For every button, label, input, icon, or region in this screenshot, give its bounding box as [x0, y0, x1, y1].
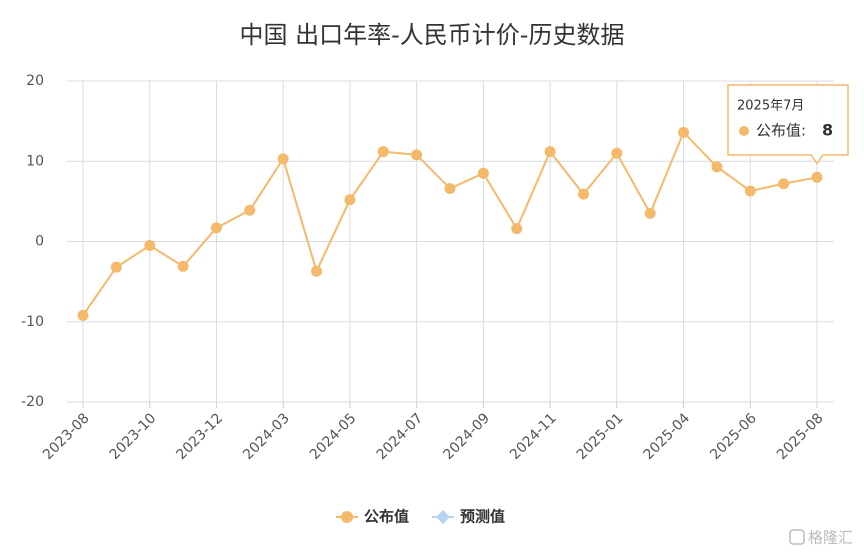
x-tick-label: 2024-09	[440, 410, 493, 463]
point	[711, 161, 723, 173]
x-tick-label: 2024-05	[307, 410, 360, 463]
point	[177, 260, 189, 272]
point	[110, 261, 122, 273]
point	[744, 185, 756, 197]
point	[344, 194, 356, 206]
point	[477, 167, 489, 179]
x-tick-label: 2023-12	[173, 410, 226, 463]
point	[210, 222, 222, 234]
point	[644, 207, 656, 219]
point	[411, 149, 423, 161]
point	[678, 126, 690, 138]
tooltip-value: 8	[822, 121, 833, 140]
legend-label: 预测值	[460, 508, 505, 526]
x-tick-label: 2025-08	[774, 410, 827, 463]
y-tick-label: -10	[21, 314, 44, 330]
point	[277, 153, 289, 165]
x-tick-label: 2025-04	[641, 410, 694, 463]
point	[778, 178, 790, 190]
y-tick-label: 10	[26, 153, 44, 169]
y-tick-label: -20	[21, 394, 44, 410]
point	[544, 146, 556, 158]
y-tick-label: 20	[26, 73, 44, 89]
tooltip-box	[727, 84, 849, 165]
point	[244, 204, 256, 216]
x-tick-label: 2023-08	[40, 410, 93, 463]
x-tick-label: 2025-01	[574, 410, 627, 463]
tooltip-label: 公布值:	[756, 122, 806, 140]
x-tick-label: 2023-10	[107, 410, 160, 463]
point	[77, 309, 89, 321]
point	[811, 171, 823, 183]
point	[611, 147, 623, 159]
tooltip-marker	[739, 126, 749, 136]
watermark-icon	[789, 529, 805, 545]
legend-label: 公布值	[364, 508, 409, 526]
point	[377, 146, 389, 158]
legend-marker	[436, 510, 450, 524]
chart-title: 中国 出口年率-人民币计价-历史数据	[240, 21, 625, 49]
line	[82, 130, 818, 316]
point	[511, 223, 523, 235]
point	[577, 188, 589, 200]
point	[311, 265, 323, 277]
x-tick-label: 2024-03	[240, 410, 293, 463]
point	[144, 240, 156, 252]
tooltip-title: 2025年7月	[737, 99, 804, 114]
x-tick-label: 2024-11	[507, 410, 560, 463]
x-tick-label: 2025-06	[707, 410, 760, 463]
legend-marker	[341, 511, 353, 523]
point	[444, 183, 456, 195]
y-tick-label: 0	[35, 234, 44, 250]
watermark: 格隆汇	[808, 529, 853, 547]
x-tick-label: 2024-07	[374, 410, 427, 463]
